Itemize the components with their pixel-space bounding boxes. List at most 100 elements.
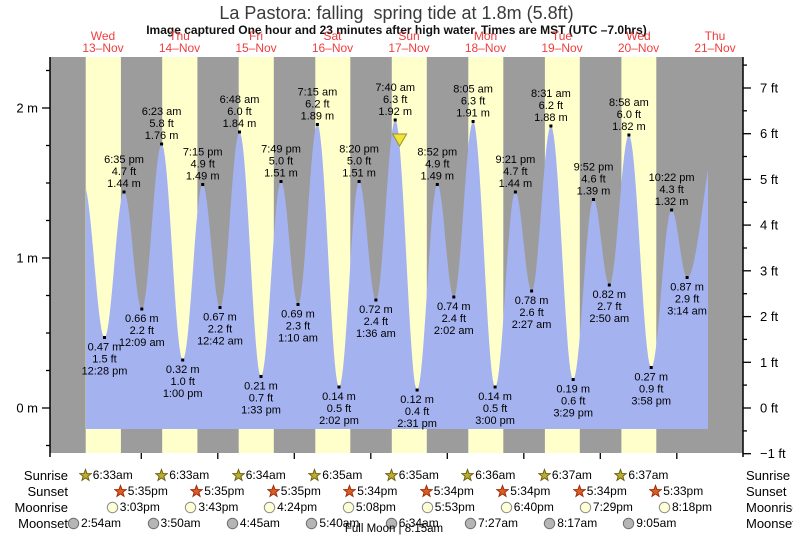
tide-point-label: 1.92 m [378,106,412,118]
m-axis-label: 2 m [16,101,38,116]
day-date: 17–Nov [388,40,430,55]
sunrise-time-text: 6:33am [92,468,133,482]
tide-point-label: 7:15 pm [183,147,223,159]
tide-point-dot [435,183,439,186]
day-label: Sat 16–Nov [295,30,371,54]
ft-axis-label: −1 ft [760,446,786,461]
tide-point-label: 0.82 m [592,289,626,301]
day-label: Thu 14–Nov [142,30,218,54]
day-label: Tue 19–Nov [524,30,600,54]
ft-axis-label: 1 ft [760,355,778,370]
tide-point-label: 1:10 am [278,333,318,345]
tide-point-label: 1.82 m [612,121,646,133]
moonrise-row-label-right: Moonrise [746,500,793,515]
moonset-time-text: 8:17am [557,516,598,530]
tide-point-label: 6:23 am [142,106,182,118]
tide-point-label: 2:02 pm [319,415,359,427]
day-weekday: Thu [704,29,726,43]
tide-point-label: 1:33 pm [241,405,281,417]
tide-point-dot [201,183,205,186]
tide-point-label: 1:00 pm [163,388,203,400]
sunset-time: 5:35pm [189,484,244,499]
tide-point-label: 4.9 ft [425,159,449,171]
moon-phase-note: Full Moon | 8:15am [344,523,444,535]
sunset-time: 5:35pm [113,484,168,499]
tide-point-dot [685,276,689,279]
sunrise-time: 6:37am [613,468,668,483]
moonrise-time: 4:24pm [263,500,317,515]
moonset-time: 6:34am [385,516,439,531]
tide-point-label: 1.84 m [223,118,257,130]
tide-point-label: 2.2 ft [208,324,232,336]
ft-axis-label: 6 ft [760,126,778,141]
tide-point-dot [238,130,241,134]
tide-point-label: 2.3 ft [286,321,310,333]
tide-point-label: 0.32 m [166,364,200,376]
sunrise-time: 6:34am [231,468,286,483]
ft-axis-label: 0 ft [760,401,778,416]
sunrise-icon [613,468,628,482]
tide-point-label: 2:31 pm [397,418,437,430]
tide-point-dot [279,180,283,183]
day-date: 18–Nov [464,40,507,55]
tide-point-label: 6.2 ft [539,100,563,112]
moonset-time-text: 3:50am [160,516,201,530]
tide-point-label: 4.3 ft [659,184,683,196]
day-weekday: Wed [90,29,116,43]
tide-point-label: 2:02 am [434,325,474,337]
tide-point-dot [103,336,106,339]
day-weekday: Fri [249,29,263,43]
tide-point-label: 0.69 m [281,309,315,321]
tide-point-label: 1.44 m [499,178,533,190]
tide-point-dot [315,123,319,126]
sunset-time-text: 5:34pm [510,484,551,498]
tide-point-label: 0.74 m [437,301,471,313]
moonrise-time-text: 3:43pm [198,500,239,514]
tide-point-label: 8:20 pm [339,144,379,156]
day-date: 21–Nov [694,40,736,55]
sunset-time-text: 5:34pm [433,484,474,498]
tide-point-label: 3:58 pm [631,396,671,408]
moonrise-row-label-left: Moonrise [14,500,68,515]
day-weekday: Sun [398,29,420,43]
sunset-time: 5:33pm [648,484,703,499]
tide-point-label: 3:14 am [667,306,707,318]
sunset-time: 5:35pm [266,484,321,499]
tide-point-label: 2.9 ft [675,294,699,306]
tide-point-dot [571,378,575,381]
tide-point-dot [627,133,631,137]
sunrise-time: 6:35am [307,468,362,483]
sunset-time-text: 5:34pm [357,484,398,498]
moonset-icon [226,517,239,530]
moonset-row-label-right: Moonset [746,516,793,531]
tide-point-label: 0.5 ft [483,403,507,415]
moonrise-time: 8:18pm [658,500,712,515]
tide-point-label: 1.0 ft [170,376,194,388]
day-label: Sun 17–Nov [371,29,447,55]
tide-point-label: 5.8 ft [149,118,173,130]
tide-point-label: 1.32 m [655,196,689,208]
tide-point-label: 1.44 m [107,178,141,190]
sunset-time-text: 5:35pm [127,484,168,498]
moonset-time: 2:54am [67,516,121,531]
moonrise-icon [106,501,118,514]
sunrise-icon [384,468,399,482]
tide-point-label: 0.5 ft [327,403,351,415]
current-time-marker [391,133,408,147]
tide-point-label: 4.9 ft [190,159,214,171]
sunrise-time-text: 6:37am [551,468,592,482]
page-title: La Pastora: falling spring tide at 1.8m … [219,3,574,23]
moonrise-time-text: 5:53pm [434,500,475,514]
sunrise-row-label-right: Sunrise [746,468,791,483]
tide-point-label: 4.7 ft [112,166,136,178]
tide-point-label: 2.6 ft [519,307,543,319]
sunrise-icon [460,468,475,482]
sunrise-icon [537,468,552,482]
ft-axis-label: 7 ft [760,81,778,96]
moonset-time-text: 9:05am [636,516,677,530]
moonset-time: 3:50am [147,516,201,531]
tide-point-label: 1.49 m [186,171,220,183]
moonrise-time: 5:53pm [421,500,475,515]
tide-point-label: 5.0 ft [347,156,371,168]
tide-point-label: 7:15 am [298,87,338,99]
